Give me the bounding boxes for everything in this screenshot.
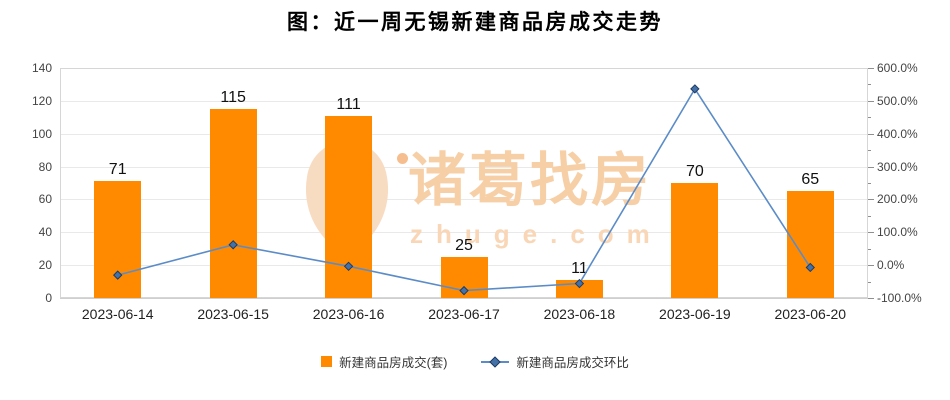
bar (671, 183, 719, 298)
right-axis-minor-tick (868, 117, 871, 119)
line-series-swatch-icon (481, 355, 510, 368)
y-axis-label-right: 200.0% (877, 192, 918, 207)
x-axis-label: 2023-06-15 (197, 306, 269, 322)
bar-value-label: 71 (108, 161, 127, 179)
y-axis-label-right: 600.0% (877, 61, 918, 75)
right-axis-major-tick (868, 265, 874, 267)
bar-value-label: 25 (455, 236, 473, 254)
legend-bar-label: 新建商品房成交(套) (339, 356, 448, 370)
y-axis-label-right: 400.0% (877, 126, 918, 141)
right-axis-minor-tick (868, 150, 871, 152)
x-axis-label: 2023-06-16 (312, 306, 385, 322)
line-marker (805, 262, 815, 273)
right-axis-minor-tick (868, 281, 871, 283)
right-axis-major-tick (868, 133, 874, 135)
x-axis-label: 2023-06-20 (774, 306, 847, 322)
y-axis-label-left: 140 (31, 61, 52, 75)
legend-item-line-series[interactable]: 新建商品房成交环比 (481, 352, 629, 371)
y-axis-label-left: 60 (38, 192, 52, 207)
y-axis-label-left: 80 (38, 159, 52, 174)
line-marker (574, 278, 585, 289)
right-axis-major-tick (868, 100, 874, 102)
bar-value-label: 111 (336, 95, 361, 113)
trend-line-layer (113, 84, 815, 296)
bar-series-swatch-icon (321, 356, 333, 367)
x-axis-label: 2023-06-14 (81, 306, 154, 322)
y-axis-label-left: 20 (38, 258, 52, 273)
right-axis-major-tick (868, 199, 874, 201)
line-marker (690, 84, 700, 94)
right-axis-minor-tick (868, 215, 871, 217)
right-axis-minor-tick (868, 84, 871, 86)
y-axis-label-right: 0.0% (877, 258, 905, 273)
line-marker (459, 285, 469, 296)
y-axis-label-right: 300.0% (877, 159, 918, 174)
right-axis-minor-tick (868, 183, 871, 184)
gridline (60, 298, 868, 299)
bar-value-label: 11 (571, 259, 588, 277)
y-axis-label-right: 500.0% (877, 93, 918, 108)
right-axis-minor-tick (868, 248, 871, 250)
y-axis-label-right: 100.0% (877, 225, 918, 240)
bar-value-label: 70 (685, 163, 704, 180)
y-axis-label-left: 0 (45, 291, 52, 305)
bar (209, 109, 257, 298)
gridline (60, 100, 868, 102)
gridline (60, 232, 868, 234)
y-axis-label-left: 100 (31, 126, 52, 141)
bar-value-label: 115 (220, 89, 246, 107)
gridline (60, 166, 868, 168)
x-axis-label: 2023-06-19 (659, 306, 731, 322)
gridline (60, 199, 868, 201)
x-axis-label: 2023-06-17 (428, 306, 500, 322)
y-axis-label-left: 40 (38, 225, 52, 240)
trend-line (117, 87, 811, 292)
y-axis-label-left: 120 (31, 93, 52, 108)
line-marker (228, 240, 238, 250)
right-axis-major-tick (868, 166, 874, 168)
chart-title: 图：近一周无锡新建商品房成交走势 (287, 11, 663, 34)
legend: 新建商品房成交(套) 新建商品房成交环比 (0, 352, 950, 371)
y-axis-label-right: -100.0% (877, 291, 922, 305)
right-axis-major-tick (868, 298, 874, 299)
line-marker (113, 270, 123, 280)
right-axis-major-tick (868, 232, 874, 234)
line-marker (343, 261, 354, 272)
gridline (60, 133, 868, 135)
right-axis-major-tick (868, 68, 874, 69)
legend-line-label: 新建商品房成交环比 (516, 356, 629, 370)
bar-value-label: 65 (801, 171, 820, 189)
x-axis-label: 2023-06-18 (543, 306, 616, 322)
legend-item-bar-series[interactable]: 新建商品房成交(套) (321, 352, 447, 371)
